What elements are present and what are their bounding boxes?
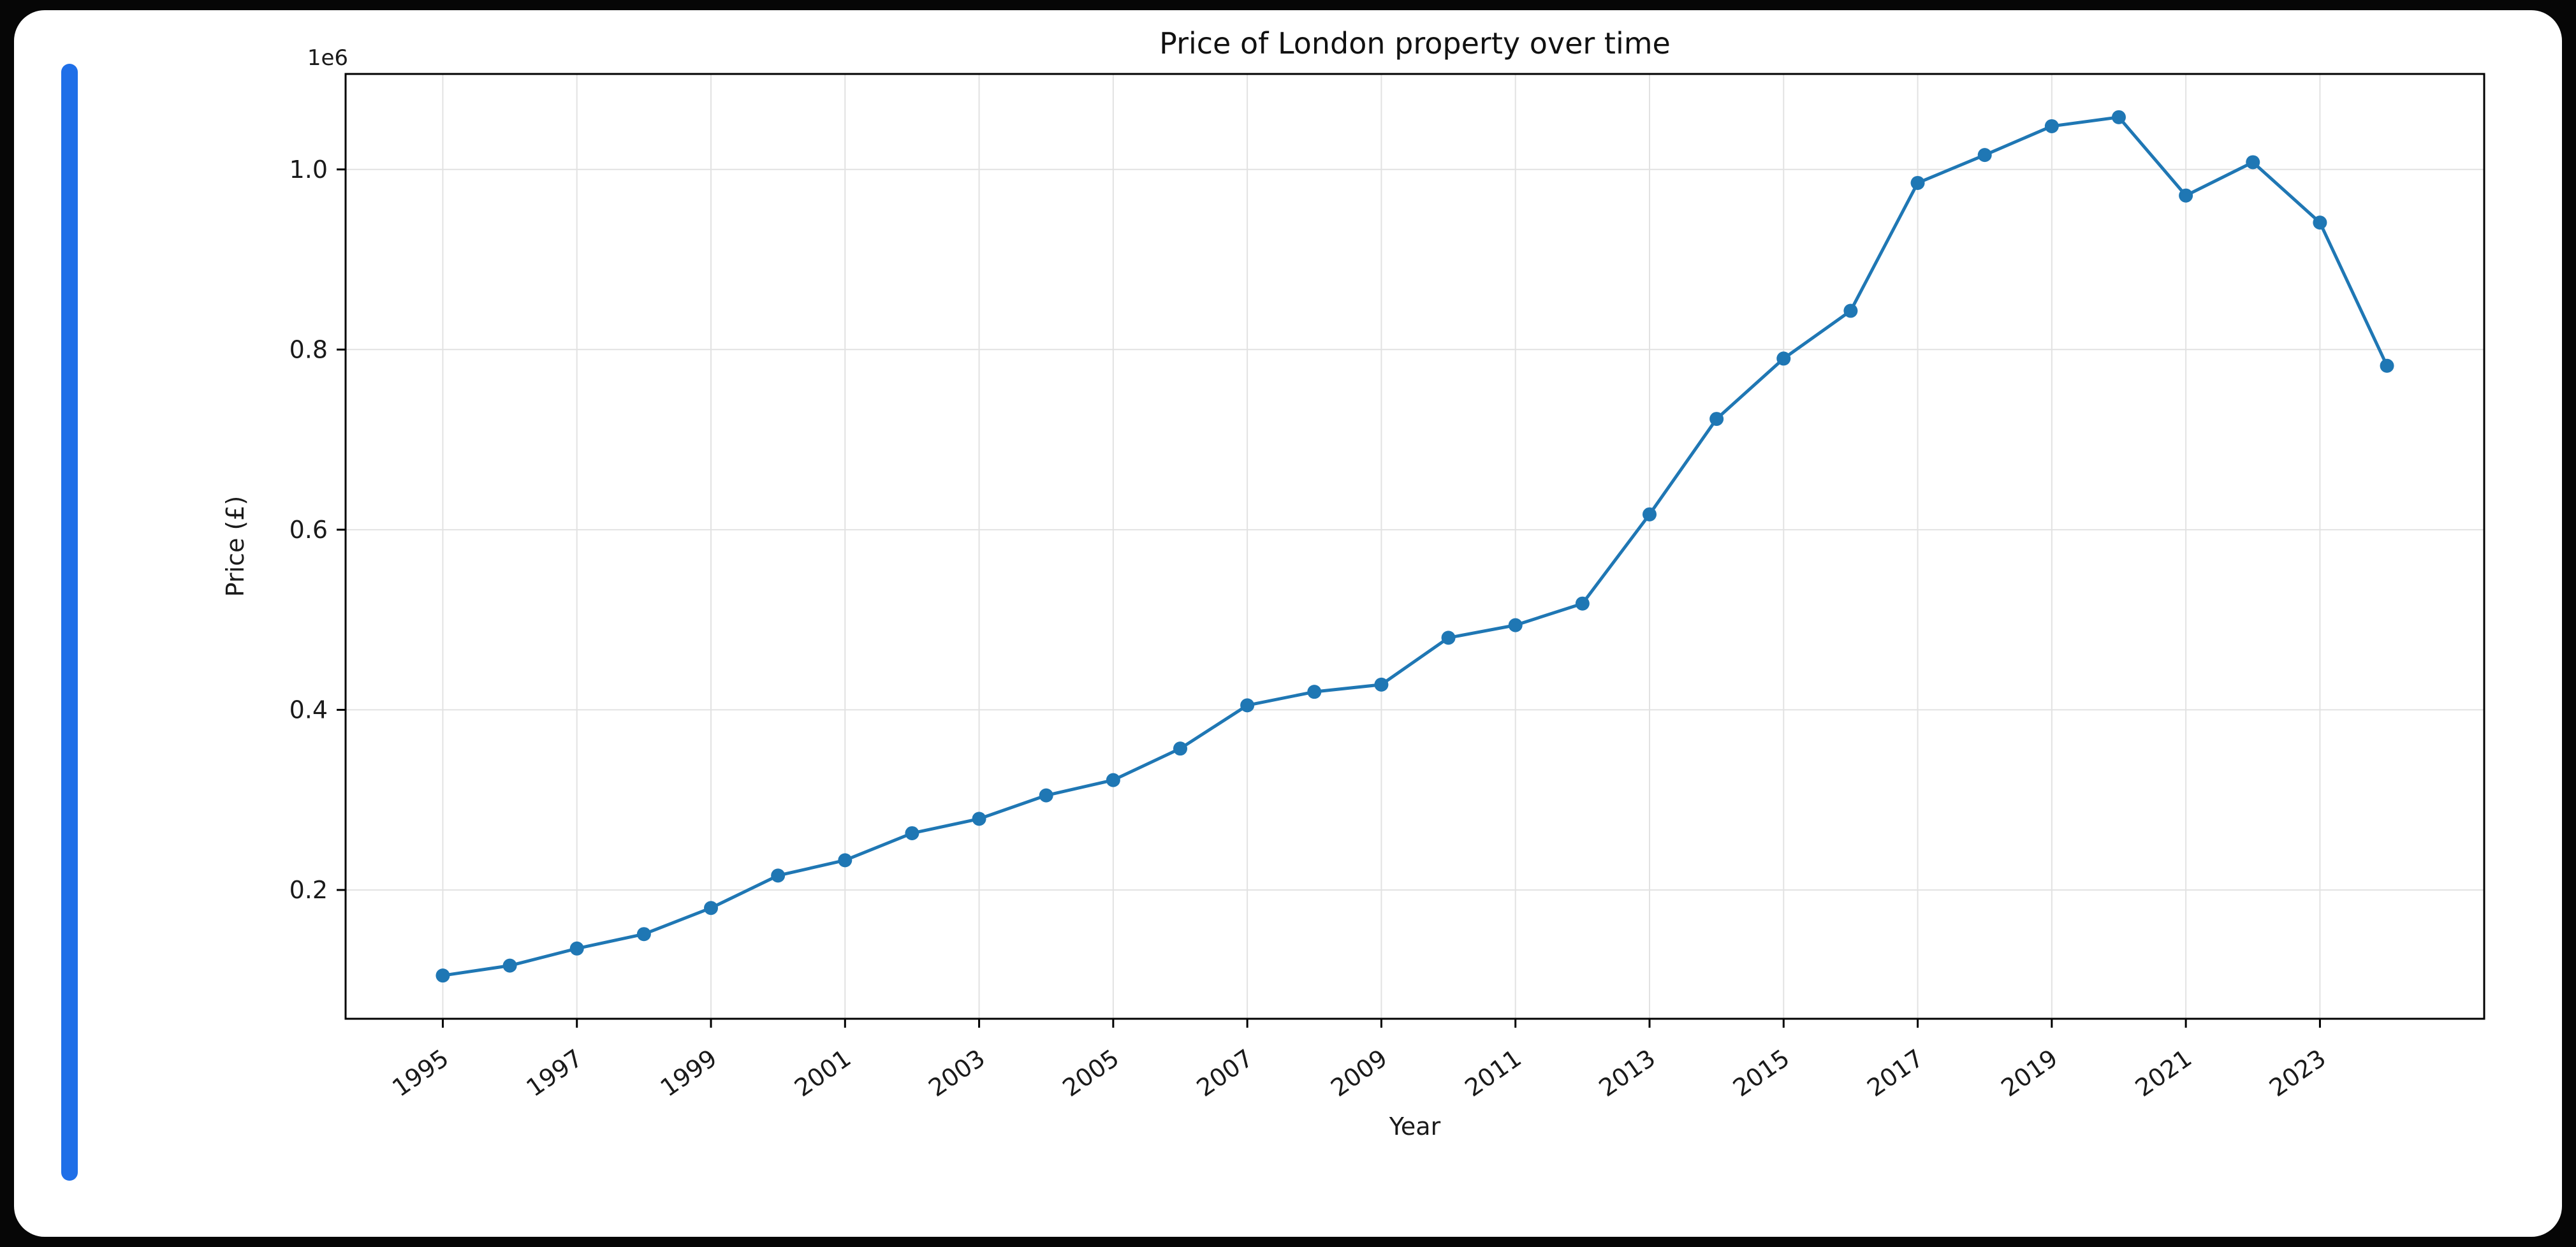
svg-text:2019: 2019 bbox=[1996, 1044, 2063, 1102]
svg-text:0.4: 0.4 bbox=[289, 696, 328, 724]
svg-text:2003: 2003 bbox=[923, 1044, 990, 1102]
svg-text:0.8: 0.8 bbox=[289, 335, 328, 363]
svg-text:2007: 2007 bbox=[1192, 1044, 1258, 1102]
svg-text:Price of London property over: Price of London property over time bbox=[1159, 26, 1671, 61]
svg-text:1e6: 1e6 bbox=[307, 45, 348, 71]
svg-text:Year: Year bbox=[1389, 1112, 1441, 1141]
svg-text:0.2: 0.2 bbox=[289, 876, 328, 904]
svg-text:2005: 2005 bbox=[1058, 1044, 1124, 1102]
svg-text:2001: 2001 bbox=[789, 1044, 856, 1102]
svg-text:1997: 1997 bbox=[521, 1044, 587, 1102]
svg-text:2011: 2011 bbox=[1460, 1044, 1526, 1102]
svg-text:0.6: 0.6 bbox=[289, 516, 328, 544]
svg-text:1999: 1999 bbox=[655, 1044, 722, 1102]
chart-card: 1995 1997 1999 2001 2003 2005 2007 2009 2011 2013… bbox=[14, 10, 2562, 1237]
svg-text:2015: 2015 bbox=[1728, 1044, 1794, 1102]
svg-text:Price (£): Price (£) bbox=[221, 496, 249, 597]
svg-text:1995: 1995 bbox=[387, 1044, 453, 1102]
svg-text:2009: 2009 bbox=[1326, 1044, 1392, 1102]
svg-text:2021: 2021 bbox=[2130, 1044, 2197, 1102]
svg-text:2013: 2013 bbox=[1594, 1044, 1660, 1102]
price-line-chart: 1995 1997 1999 2001 2003 2005 2007 2009 2011 2013… bbox=[221, 26, 2485, 1141]
svg-text:2023: 2023 bbox=[2264, 1044, 2331, 1102]
svg-text:1.0: 1.0 bbox=[289, 156, 328, 184]
left-accent-bar bbox=[61, 64, 78, 1181]
svg-text:2017: 2017 bbox=[1862, 1044, 1928, 1102]
